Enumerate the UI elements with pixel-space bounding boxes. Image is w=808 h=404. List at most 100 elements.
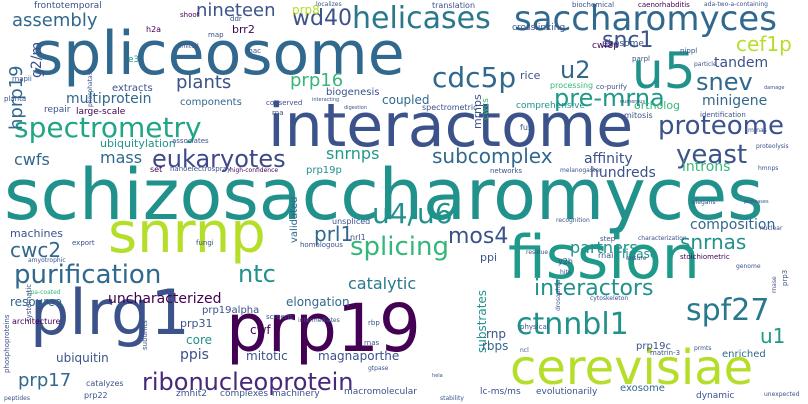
word-interacting: interacting	[312, 97, 340, 103]
word-nanoelectrospray: nanoelectrospray	[170, 165, 232, 173]
word-e3: e3	[128, 55, 140, 65]
word-tandem: tandem	[714, 55, 769, 71]
word-conserved: conserved	[266, 99, 303, 107]
word-systematic: systematic	[25, 283, 33, 322]
word-recognition: recognition	[556, 217, 590, 224]
word-proteome: proteome	[658, 111, 784, 141]
word-spectrometric: spectrometric	[422, 103, 478, 112]
word-zmhit2: zmhit2	[176, 389, 207, 399]
word-rnapii: rnapii	[12, 75, 32, 83]
word-limited: limited	[178, 43, 199, 50]
word-nuclear: nuclear	[760, 225, 783, 232]
word-large-scale: large-scale	[76, 107, 126, 117]
word-rnai: rnai	[598, 251, 614, 260]
word-schizosaccharomyces: schizosaccharomyces	[4, 154, 764, 236]
word-u4-u6: u4/u6	[372, 197, 453, 230]
word-fus: fus	[520, 123, 533, 132]
word-co-purify: co-purify	[596, 83, 627, 91]
word-ncl: ncl	[520, 347, 529, 354]
word-ortholog: ortholog	[634, 99, 681, 112]
word-purification: purification	[14, 260, 162, 290]
word-residue: residue	[526, 249, 549, 256]
word-prmts: prmts	[694, 345, 712, 352]
word-wd40: wd40	[292, 6, 352, 31]
word-prp19: prp19	[226, 290, 421, 367]
word-macromolecular: macromolecular	[344, 387, 417, 397]
word-biogenesis: biogenesis	[326, 87, 380, 98]
word-parpl: parpl	[632, 55, 650, 63]
word-mrnas: mrnas	[748, 127, 767, 134]
word-hela: hela	[432, 373, 443, 379]
word-ctnnbl1: ctnnbl1	[516, 307, 629, 342]
word-exosome: exosome	[620, 383, 665, 394]
word-spliceosome: spliceosome	[32, 19, 405, 89]
word-screens: screens	[266, 313, 293, 321]
word-snev: snev	[696, 68, 753, 96]
word-mos4: mos4	[448, 224, 509, 249]
word-ensure: ensure	[626, 255, 647, 262]
word-catalytic: catalytic	[348, 274, 417, 293]
word-cwf8p: cwf8p	[592, 41, 619, 51]
word-prp19alpha: prp19alpha	[202, 305, 260, 316]
word-biochemical: biochemical	[572, 1, 615, 9]
word-phosphatase: phosphatase	[87, 68, 94, 107]
word-particle: particle	[694, 61, 717, 68]
word-prp17: prp17	[18, 370, 72, 391]
word-machinery: machinery	[272, 389, 320, 399]
word-repair: repair	[44, 105, 71, 115]
word-stability: stability	[440, 395, 464, 402]
word-high-confidence: high-confidence	[230, 167, 279, 174]
word-minigene: minigene	[702, 93, 768, 109]
word-cdc5p: cdc5p	[432, 61, 517, 94]
word-ribosome: ribosome	[602, 39, 644, 49]
word-processing: processing	[550, 81, 594, 90]
word-plants: plants	[176, 72, 232, 93]
word-rbps: rbps	[482, 339, 509, 353]
word-resource: resource	[10, 295, 62, 309]
word-mitotic: mitotic	[246, 349, 288, 363]
word-unexpected: unexpected	[764, 391, 800, 398]
word-drosophila: drosophila	[555, 279, 562, 311]
word-prp31: prp31	[180, 317, 213, 330]
word-ada-two-a-containing: ada-two-a-containing	[704, 1, 768, 8]
word-machines: machines	[10, 227, 64, 240]
word-h2a: h2a	[146, 25, 162, 34]
word-plrg1: plrg1	[30, 276, 190, 349]
word-numerous: numerous	[620, 99, 646, 105]
word-interactors: interactors	[534, 276, 654, 301]
word-splicing: splicing	[350, 232, 449, 262]
word-partners: partners	[570, 238, 638, 257]
word-cerevisiae: cerevisiae	[510, 340, 754, 396]
word-unspliced: unspliced	[332, 217, 371, 226]
word-mitosis: mitosis	[624, 111, 653, 120]
word-elongation: elongation	[286, 295, 350, 309]
word-rna: rna	[272, 109, 284, 117]
word-homologous: homologous	[300, 241, 343, 249]
word-core: core	[186, 333, 212, 347]
word-stoichiometric: stoichiometric	[680, 253, 730, 261]
word-composition: composition	[690, 217, 776, 233]
word-dynamic: dynamic	[696, 391, 735, 401]
word-ddr: ddr	[230, 15, 242, 23]
word-hits: hits	[560, 269, 571, 276]
word-frontotemporal: frontotemporal	[34, 1, 102, 11]
word-mass: mass	[100, 148, 143, 167]
word-snrnps: snrnps	[326, 144, 380, 163]
word-eukaryotes: eukaryotes	[152, 145, 286, 173]
word-evolutionarily: evolutionarily	[536, 387, 598, 397]
word-helicases: helicases	[352, 1, 491, 36]
word-lc-ms-ms: lc-ms/ms	[480, 387, 521, 397]
word-catalyzes: catalyzes	[86, 379, 124, 388]
word-snrnas: snrnas	[680, 230, 747, 254]
word-spectrometry: spectrometry	[14, 111, 202, 144]
word-rbp: rbp	[368, 319, 380, 327]
word-networks: networks	[490, 167, 523, 175]
word-spf27: spf27	[686, 293, 770, 328]
word-prp8: prp8	[292, 3, 320, 17]
word-fungi: fungi	[196, 239, 214, 247]
word-intermediates: intermediates	[298, 317, 340, 324]
word-yeast: yeast	[676, 140, 748, 170]
word-ribonucleoprotein: ribonucleoprotein	[142, 368, 354, 396]
word-snc1: snc1	[602, 28, 654, 53]
